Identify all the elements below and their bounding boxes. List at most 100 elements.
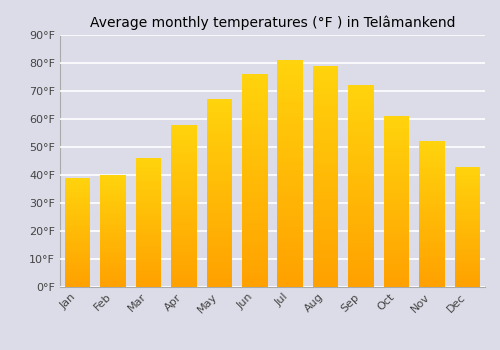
Bar: [242, 234, 268, 237]
Bar: [206, 274, 232, 278]
Bar: [419, 188, 444, 190]
Bar: [313, 232, 338, 236]
Bar: [348, 240, 374, 243]
Bar: [242, 181, 268, 184]
Bar: [100, 281, 126, 283]
Bar: [278, 185, 303, 189]
Bar: [100, 283, 126, 285]
Bar: [278, 249, 303, 253]
Bar: [100, 270, 126, 272]
Bar: [278, 200, 303, 204]
Bar: [206, 121, 232, 124]
Bar: [206, 218, 232, 221]
Bar: [278, 245, 303, 249]
Bar: [454, 235, 480, 237]
Bar: [454, 213, 480, 215]
Bar: [171, 268, 196, 271]
Bar: [206, 243, 232, 246]
Bar: [384, 253, 409, 256]
Bar: [313, 158, 338, 162]
Bar: [384, 247, 409, 250]
Bar: [454, 263, 480, 265]
Bar: [348, 169, 374, 173]
Bar: [171, 233, 196, 236]
Bar: [171, 281, 196, 284]
Bar: [136, 220, 162, 223]
Bar: [65, 181, 90, 183]
Bar: [419, 251, 444, 253]
Bar: [100, 229, 126, 231]
Bar: [384, 261, 409, 264]
Bar: [65, 256, 90, 258]
Bar: [384, 259, 409, 261]
Bar: [348, 89, 374, 92]
Bar: [206, 212, 232, 215]
Bar: [313, 125, 338, 128]
Bar: [206, 99, 232, 287]
Bar: [348, 122, 374, 126]
Bar: [242, 219, 268, 223]
Bar: [278, 128, 303, 132]
Bar: [65, 190, 90, 192]
Bar: [136, 186, 162, 188]
Bar: [206, 265, 232, 268]
Bar: [206, 140, 232, 143]
Bar: [206, 127, 232, 131]
Bar: [136, 160, 162, 162]
Bar: [100, 210, 126, 212]
Bar: [348, 264, 374, 267]
Bar: [136, 274, 162, 276]
Bar: [65, 243, 90, 245]
Bar: [242, 227, 268, 230]
Bar: [206, 228, 232, 231]
Bar: [278, 241, 303, 245]
Bar: [242, 163, 268, 166]
Bar: [278, 136, 303, 140]
Bar: [419, 238, 444, 241]
Bar: [171, 154, 196, 157]
Bar: [136, 236, 162, 238]
Bar: [313, 140, 338, 143]
Bar: [65, 280, 90, 281]
Bar: [100, 250, 126, 252]
Bar: [313, 132, 338, 136]
Bar: [242, 191, 268, 195]
Bar: [278, 215, 303, 219]
Bar: [206, 168, 232, 171]
Bar: [384, 125, 409, 128]
Bar: [242, 78, 268, 81]
Bar: [313, 80, 338, 84]
Bar: [384, 190, 409, 193]
Bar: [206, 112, 232, 115]
Bar: [454, 285, 480, 287]
Bar: [65, 265, 90, 267]
Bar: [65, 231, 90, 232]
Bar: [419, 183, 444, 185]
Bar: [419, 236, 444, 238]
Bar: [278, 253, 303, 257]
Bar: [419, 270, 444, 272]
Bar: [348, 132, 374, 136]
Bar: [100, 222, 126, 224]
Bar: [136, 199, 162, 201]
Bar: [384, 176, 409, 179]
Bar: [136, 214, 162, 216]
Bar: [348, 216, 374, 220]
Bar: [313, 143, 338, 147]
Bar: [313, 103, 338, 106]
Bar: [313, 254, 338, 258]
Bar: [348, 183, 374, 186]
Bar: [100, 212, 126, 214]
Bar: [100, 274, 126, 276]
Bar: [454, 227, 480, 229]
Bar: [348, 206, 374, 210]
Bar: [242, 124, 268, 127]
Bar: [278, 159, 303, 162]
Bar: [454, 189, 480, 191]
Bar: [171, 125, 196, 127]
Bar: [65, 220, 90, 222]
Bar: [171, 152, 196, 154]
Bar: [206, 199, 232, 203]
Bar: [313, 228, 338, 232]
Bar: [348, 102, 374, 106]
